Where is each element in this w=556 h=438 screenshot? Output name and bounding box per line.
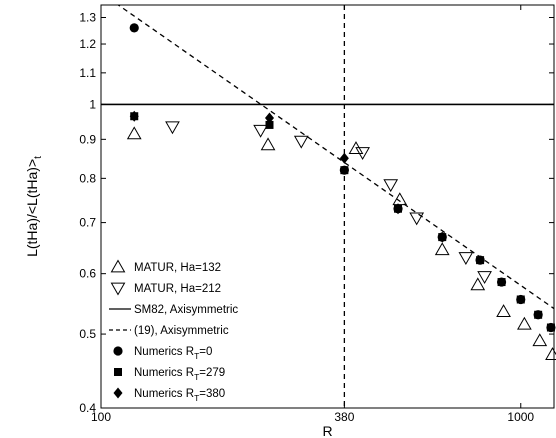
legend-marker [110, 282, 126, 296]
axis-ticks: 100 380 1000 0.4 0.5 0.6 0.7 0.8 0.9 1 1.1 1.2 1.3 [79, 5, 554, 424]
x-tick-label: 100 [91, 410, 111, 424]
data-point [393, 203, 403, 215]
legend-marker [110, 259, 126, 273]
legend-entry: MATUR, Ha=132 [134, 262, 221, 274]
y-tick-label: 1.1 [79, 66, 96, 80]
legend-entry: Numerics RT=380 [134, 388, 225, 403]
data-point [253, 124, 268, 138]
data-point [477, 271, 492, 284]
data-point [437, 231, 447, 243]
data-marks [101, 5, 556, 360]
x-tick-label: 380 [334, 410, 354, 424]
data-point [265, 120, 274, 129]
y-tick-label: 0.7 [79, 216, 96, 230]
data-point [383, 179, 399, 193]
x-tick-label: 1000 [507, 410, 534, 424]
y-tick-label: 0.9 [79, 132, 96, 146]
series-group [165, 121, 492, 284]
y-tick-label: 0.6 [79, 267, 96, 281]
data-point [532, 333, 548, 347]
data-point [434, 242, 450, 256]
legend-marker [114, 368, 122, 376]
data-point [534, 310, 543, 319]
data-point [260, 137, 276, 151]
x-axis-title: R [322, 423, 332, 438]
y-tick-label: 0.4 [79, 401, 96, 415]
data-point [355, 147, 370, 160]
legend-marker [113, 346, 123, 356]
legend-entry: MATUR, Ha=212 [134, 283, 221, 295]
series-group [129, 110, 447, 243]
legend: MATUR, Ha=132 MATUR, Ha=212 SM82, Axisymme… [109, 259, 238, 403]
data-point [497, 278, 506, 287]
y-tick-label: 1 [89, 97, 96, 111]
data-point [496, 304, 511, 318]
legend-marker [113, 387, 123, 399]
data-point [517, 316, 532, 330]
y-tick-label: 1.3 [79, 11, 96, 25]
data-point [476, 256, 485, 265]
data-point [129, 23, 139, 33]
y-tick-label: 0.8 [79, 171, 96, 185]
data-point [392, 192, 408, 206]
data-point [129, 110, 139, 122]
data-point [516, 295, 525, 304]
y-tick-label: 0.5 [79, 327, 96, 341]
data-point [458, 252, 474, 266]
legend-entry: SM82, Axisymmetric [134, 304, 238, 316]
data-point [264, 112, 274, 124]
data-point [165, 121, 180, 135]
y-axis-title: L(tHa)/<L(tHa)>t [24, 156, 44, 257]
data-point [546, 323, 555, 332]
data-point [470, 277, 486, 291]
data-point [126, 126, 142, 140]
legend-entry: Numerics RT=0 [134, 346, 212, 361]
legend-entry: Numerics RT=279 [134, 367, 225, 382]
plot-area [100, 4, 555, 409]
data-point [340, 166, 349, 175]
data-point [293, 135, 309, 149]
y-tick-label: 1.2 [79, 37, 96, 51]
data-point [409, 212, 425, 226]
data-point [339, 152, 349, 164]
legend-entry: (19), Axisymmetric [134, 325, 229, 337]
